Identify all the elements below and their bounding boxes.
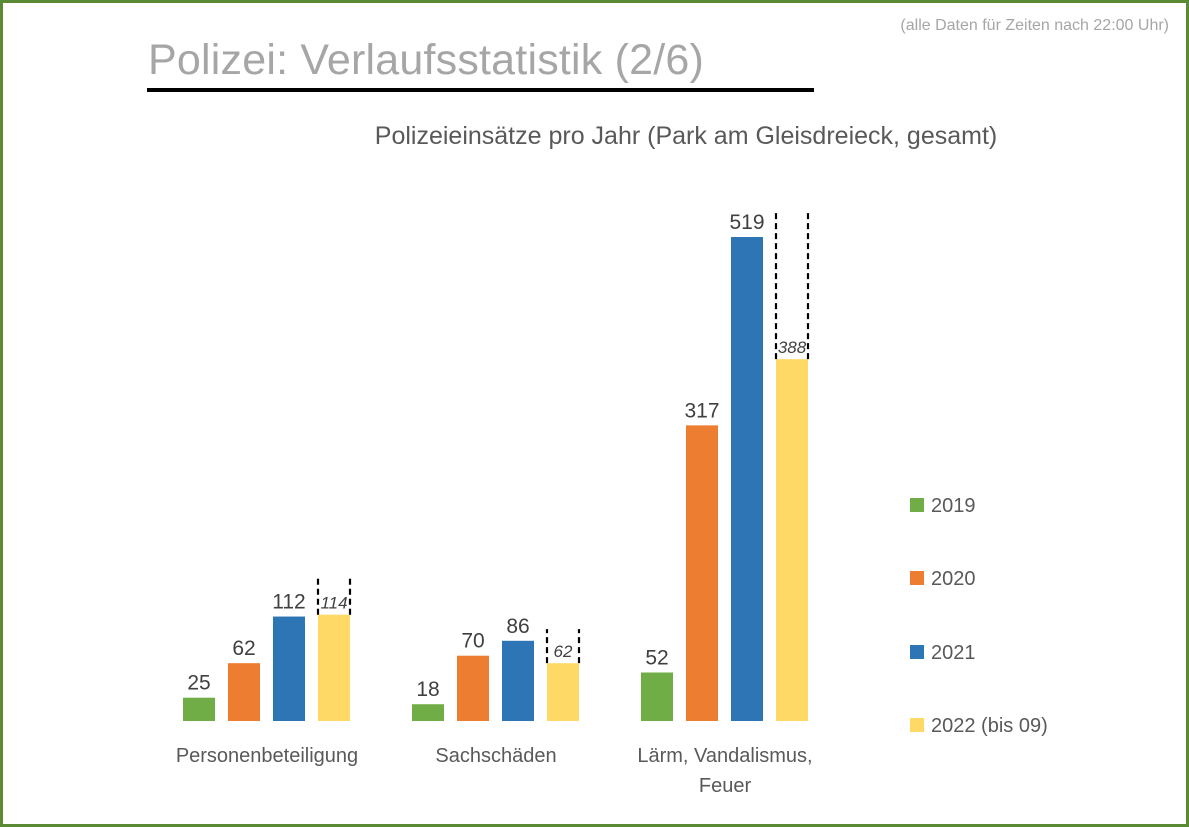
chart-title: Polizeieinsätze pro Jahr (Park am Gleisd… [375,122,997,150]
time-note: (alle Daten für Zeiten nach 22:00 Uhr) [900,17,1169,34]
legend-swatch [910,645,924,659]
category-label: Sachschäden [435,745,556,767]
value-label: 114 [320,594,347,613]
value-label: 52 [645,647,668,670]
value-label: 388 [778,338,807,357]
legend-item: 2022 (bis 09) [910,715,1048,737]
value-labels-layer: 25 18 52 62 70 317 112 86 519 114 62 388 [187,211,806,701]
value-label: 519 [729,211,764,234]
bar-2021-0 [273,616,305,721]
value-label: 25 [187,672,210,695]
bar-2019-1 [412,704,444,721]
value-label: 317 [684,399,719,422]
value-label: 86 [506,615,529,638]
value-label: 70 [461,630,484,653]
value-label: 62 [554,642,573,661]
bar-2020-1 [457,655,489,721]
bar-2019-2 [641,672,673,721]
page-title: Polizei: Verlaufsstatistik (2/6) [148,36,705,84]
legend: 2019 2020 2021 2022 (bis 09) [910,495,1048,737]
legend-label: 2019 [931,495,976,517]
value-label: 62 [232,637,255,660]
bar-2019-0 [183,697,215,721]
category-label: Lärm, Vandalismus, [637,745,812,767]
category-label: Feuer [699,775,752,797]
legend-label: 2021 [931,642,976,664]
legend-item: 2019 [910,495,976,517]
title-underline [147,88,814,92]
bar-2020-0 [228,663,260,721]
bar-2020-2 [686,425,718,721]
legend-label: 2020 [931,568,976,590]
bar-2021-1 [502,640,534,721]
category-label: Personenbeteiligung [176,745,358,767]
bar-2022-2 [776,359,808,721]
legend-label: 2022 (bis 09) [931,715,1048,737]
legend-swatch [910,571,924,585]
bars-layer [183,211,810,721]
bar-2022-1 [547,663,579,721]
legend-swatch [910,718,924,732]
legend-item: 2020 [910,568,976,590]
legend-swatch [910,498,924,512]
value-label: 18 [416,678,439,701]
bar-2022-0 [318,614,350,721]
category-labels-layer: Personenbeteiligung Sachschäden Lärm, Vand… [176,745,813,797]
bar-2021-2 [731,237,763,721]
value-label: 112 [272,591,305,614]
legend-item: 2021 [910,642,976,664]
